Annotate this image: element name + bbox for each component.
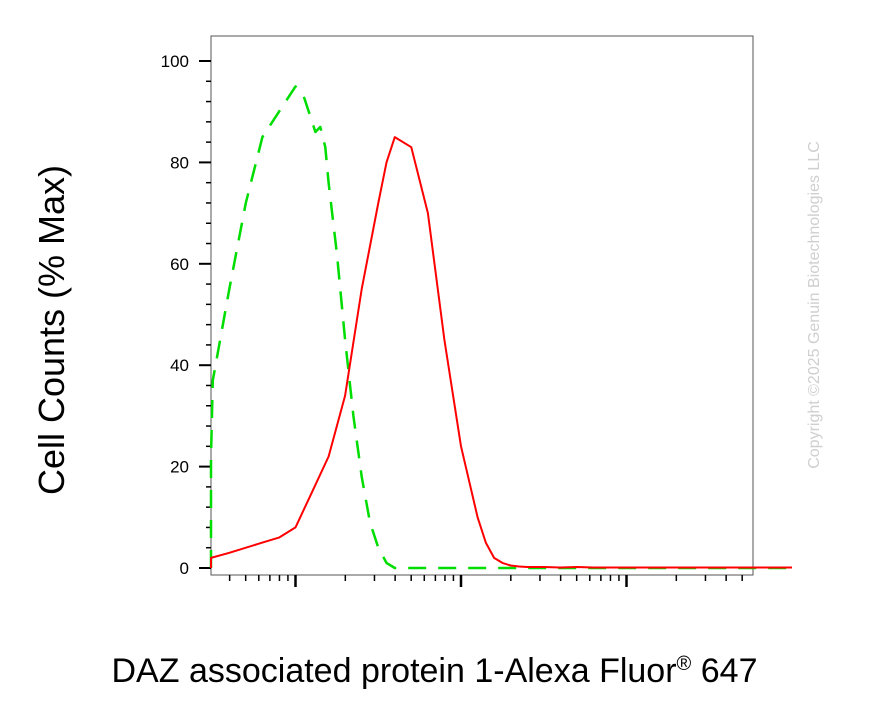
y-tick-label: 0	[180, 559, 189, 578]
y-axis: 0 20 40 60 80 100	[161, 52, 211, 578]
y-tick-label: 20	[170, 458, 189, 477]
y-tick-label: 40	[170, 356, 189, 375]
y-tick-label: 100	[161, 52, 189, 71]
x-axis-label-main: DAZ associated protein 1-Alexa Fluor	[111, 652, 677, 690]
copyright-notice: Copyright ©2025 Genuin Biotechnologies L…	[806, 141, 823, 469]
registered-mark: ®	[676, 653, 692, 675]
x-axis-label-tail: 647	[700, 652, 758, 690]
y-axis-label: Cell Counts (% Max)	[31, 164, 72, 496]
series-group	[209, 85, 792, 570]
y-tick-label: 60	[170, 255, 189, 274]
plot-area-frame	[210, 35, 754, 576]
sample-series-line	[210, 136, 792, 569]
x-axis	[228, 575, 743, 587]
control-series-line	[209, 85, 792, 570]
x-axis-label: DAZ associated protein 1-Alexa Fluor® 64…	[0, 652, 869, 691]
y-tick-label: 80	[170, 153, 189, 172]
